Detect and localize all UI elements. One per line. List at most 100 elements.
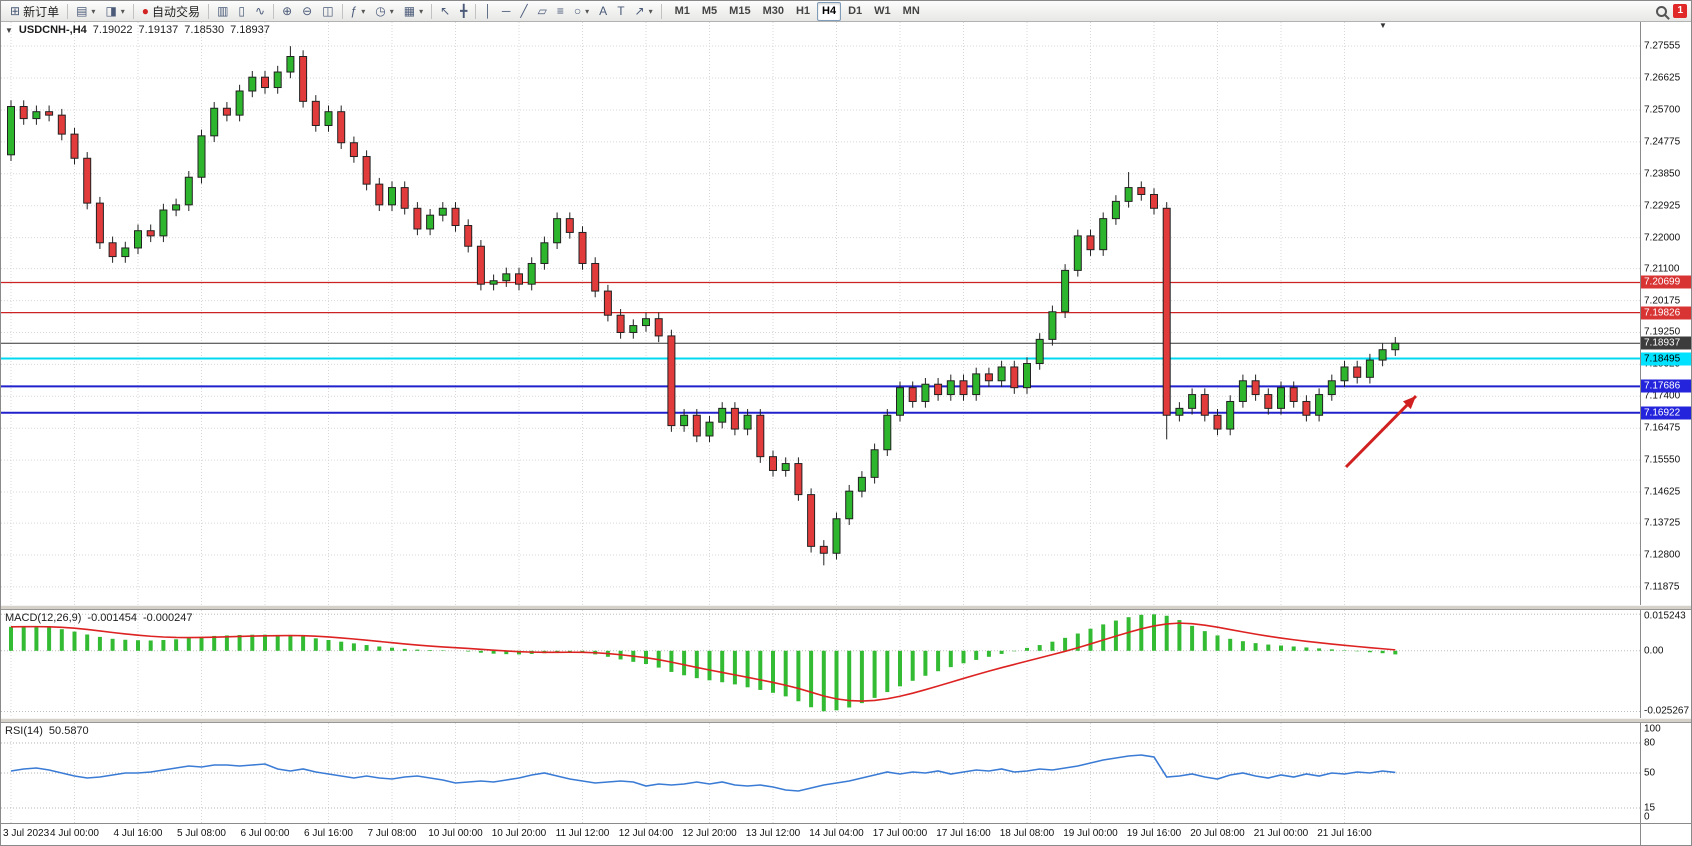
candle[interactable] <box>959 380 968 396</box>
candle[interactable] <box>324 111 333 126</box>
candle[interactable] <box>1035 338 1044 365</box>
candle[interactable] <box>362 156 371 185</box>
new-chart-button[interactable]: ▤ ▾ <box>71 1 100 21</box>
candle[interactable] <box>1162 207 1171 416</box>
candle[interactable] <box>261 76 269 89</box>
candle[interactable] <box>1175 407 1184 416</box>
candle[interactable] <box>197 135 206 178</box>
candle[interactable] <box>654 318 663 337</box>
candle[interactable] <box>1226 400 1235 430</box>
candle[interactable] <box>1048 311 1057 340</box>
zoom-in-button[interactable]: ⊕ <box>277 1 297 21</box>
candle[interactable] <box>32 111 41 120</box>
timeframe-button-m1[interactable]: M1 <box>674 4 690 17</box>
candle[interactable] <box>870 449 879 478</box>
candle[interactable] <box>45 111 54 116</box>
text-button[interactable]: A <box>594 1 612 21</box>
candle[interactable] <box>337 111 346 144</box>
candle[interactable] <box>565 218 574 233</box>
candle[interactable] <box>921 383 930 402</box>
macd-chart-area[interactable]: MACD(12,26,9) -0.001454 -0.000247 <box>1 610 1640 718</box>
candle[interactable] <box>642 318 650 327</box>
candle[interactable] <box>1289 387 1298 402</box>
candle[interactable] <box>19 106 28 120</box>
candle[interactable] <box>426 214 435 230</box>
timeframe-button-h1[interactable]: H1 <box>795 4 811 17</box>
candle[interactable] <box>95 202 104 244</box>
notifications-badge[interactable]: 1 <box>1673 4 1687 18</box>
candle[interactable] <box>1073 235 1082 271</box>
candle[interactable] <box>1264 394 1273 409</box>
candle[interactable] <box>946 380 955 396</box>
candle[interactable] <box>1200 394 1209 416</box>
candle[interactable] <box>121 247 130 258</box>
candle[interactable] <box>832 518 841 554</box>
candle[interactable] <box>1340 366 1349 382</box>
candle[interactable] <box>1010 366 1019 389</box>
candle[interactable] <box>311 100 320 126</box>
candle[interactable] <box>718 407 727 423</box>
candle[interactable] <box>1315 394 1324 416</box>
candle[interactable] <box>146 230 155 237</box>
timeframe-button-mn[interactable]: MN <box>902 4 920 17</box>
fibonacci-button[interactable]: ≡ <box>552 1 569 21</box>
timeframe-button-m5[interactable]: M5 <box>701 4 718 17</box>
candle[interactable] <box>1150 193 1158 209</box>
candle[interactable] <box>210 107 219 137</box>
candle[interactable] <box>781 463 790 471</box>
candle[interactable] <box>7 106 15 156</box>
candle[interactable] <box>1327 380 1336 396</box>
new-order-button[interactable]: ⊞ 新订单 <box>5 1 64 21</box>
candle[interactable] <box>616 314 625 333</box>
candle[interactable] <box>680 414 689 427</box>
candle[interactable] <box>184 176 193 206</box>
candle[interactable] <box>1086 235 1095 251</box>
cursor-button[interactable]: ↖ <box>435 1 455 21</box>
candle[interactable] <box>794 463 803 496</box>
candle[interactable] <box>299 55 308 102</box>
candle[interactable] <box>1238 380 1247 402</box>
candle[interactable] <box>1188 394 1197 409</box>
candle[interactable] <box>286 55 295 73</box>
candle[interactable] <box>502 273 511 282</box>
profiles-button[interactable]: ◨ ▾ <box>100 1 129 21</box>
candle[interactable] <box>896 387 904 416</box>
candle[interactable] <box>1251 380 1260 396</box>
candle[interactable] <box>972 373 981 396</box>
timeframe-button-d1[interactable]: D1 <box>848 4 863 17</box>
candle[interactable] <box>1365 359 1374 378</box>
candle[interactable] <box>476 245 485 285</box>
candle[interactable] <box>248 76 257 92</box>
candle[interactable] <box>489 280 498 285</box>
chart-shift-marker[interactable]: ▼ <box>1379 22 1387 30</box>
candle[interactable] <box>1353 366 1362 378</box>
candle[interactable] <box>629 325 638 333</box>
candle[interactable] <box>769 456 777 471</box>
macd-axis[interactable]: 0.015243 0.00 -0.025267 <box>1640 610 1691 718</box>
channel-button[interactable]: ▱ <box>533 1 552 21</box>
panel-splitter[interactable] <box>1 605 1691 610</box>
candle[interactable] <box>400 187 409 209</box>
candle[interactable] <box>1124 187 1133 202</box>
candle[interactable] <box>883 414 892 451</box>
candle[interactable] <box>997 366 1006 382</box>
candle[interactable] <box>857 476 866 492</box>
candle[interactable] <box>553 218 562 244</box>
candle[interactable] <box>603 290 612 316</box>
candle[interactable] <box>222 107 231 116</box>
candle[interactable] <box>438 207 447 216</box>
trend-arrow-annotation[interactable] <box>1344 394 1418 469</box>
candle[interactable] <box>1391 342 1400 351</box>
panel-splitter[interactable] <box>1 718 1691 723</box>
periods-button[interactable]: ◷ ▾ <box>370 1 399 21</box>
candle[interactable] <box>273 71 282 89</box>
candle[interactable] <box>159 209 168 237</box>
candle[interactable] <box>934 383 943 396</box>
autotrading-button[interactable]: ● 自动交易 <box>137 1 205 21</box>
candle[interactable] <box>70 133 79 159</box>
templates-button[interactable]: ▦ ▾ <box>399 1 428 21</box>
indicators-button[interactable]: ƒ ▾ <box>346 1 371 21</box>
timeframe-button-w1[interactable]: W1 <box>874 4 891 17</box>
candle[interactable] <box>349 142 358 158</box>
candle[interactable] <box>515 273 523 285</box>
